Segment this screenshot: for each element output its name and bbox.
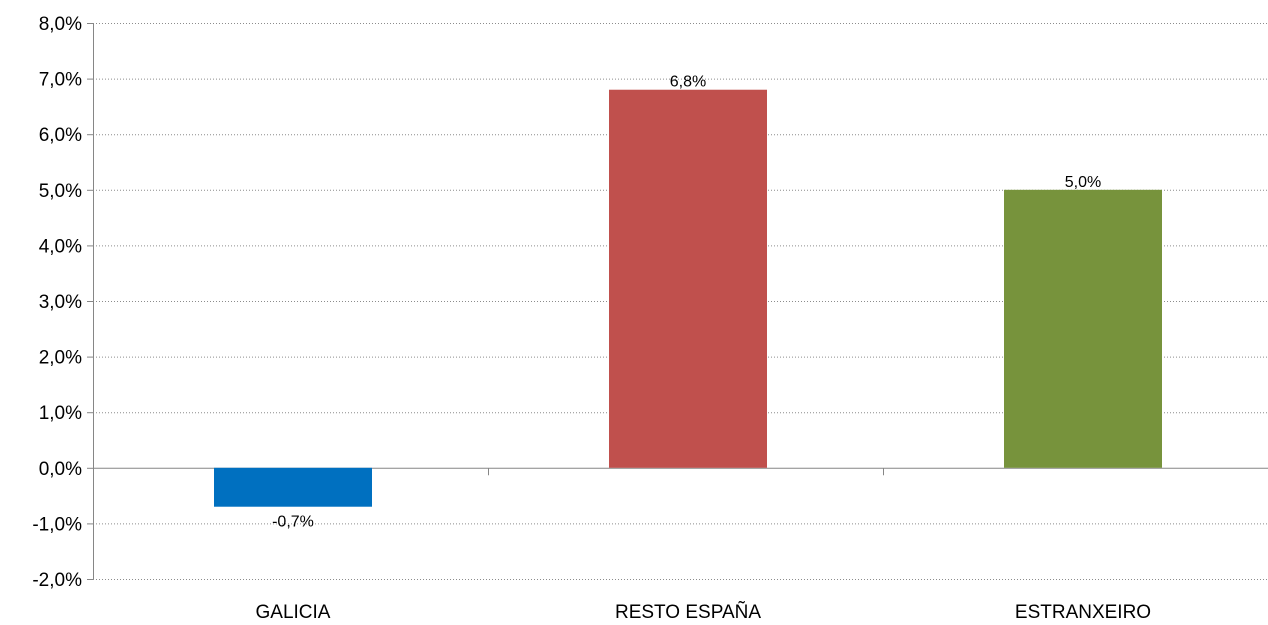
y-tick-label: 6,0% <box>39 125 82 146</box>
bars <box>214 89 1162 507</box>
y-tick-label: 2,0% <box>39 348 82 369</box>
data-label: 5,0% <box>1065 174 1101 191</box>
category-label: GALICIA <box>256 602 331 623</box>
category-label: RESTO ESPAÑA <box>615 601 761 623</box>
data-label: -0,7% <box>272 514 314 531</box>
y-tick-label: 1,0% <box>39 403 82 424</box>
x-axis-category-labels: GALICIA RESTO ESPAÑA ESTRANXEIRO <box>256 601 1152 623</box>
data-label: 6,8% <box>670 74 706 91</box>
bar <box>609 89 767 468</box>
y-tick-label: 0,0% <box>39 459 82 480</box>
gridlines <box>93 23 1268 580</box>
y-axis-tick-labels: 8,0% 7,0% 6,0% 5,0% 4,0% 3,0% 2,0% 1,0% 0,0% -1,0… <box>32 14 82 591</box>
y-tick-label: 7,0% <box>39 70 82 91</box>
bar <box>1004 189 1162 468</box>
y-tick-label: -2,0% <box>32 570 82 591</box>
category-label: ESTRANXEIRO <box>1015 602 1151 623</box>
y-tick-label: 3,0% <box>39 292 82 313</box>
data-labels: -0,7% 6,8% 5,0% <box>272 74 1101 531</box>
bar <box>214 467 372 507</box>
y-tick-label: 8,0% <box>39 14 82 35</box>
y-tick-label: -1,0% <box>32 514 82 535</box>
y-tick-label: 4,0% <box>39 236 82 257</box>
y-tick-label: 5,0% <box>39 181 82 202</box>
